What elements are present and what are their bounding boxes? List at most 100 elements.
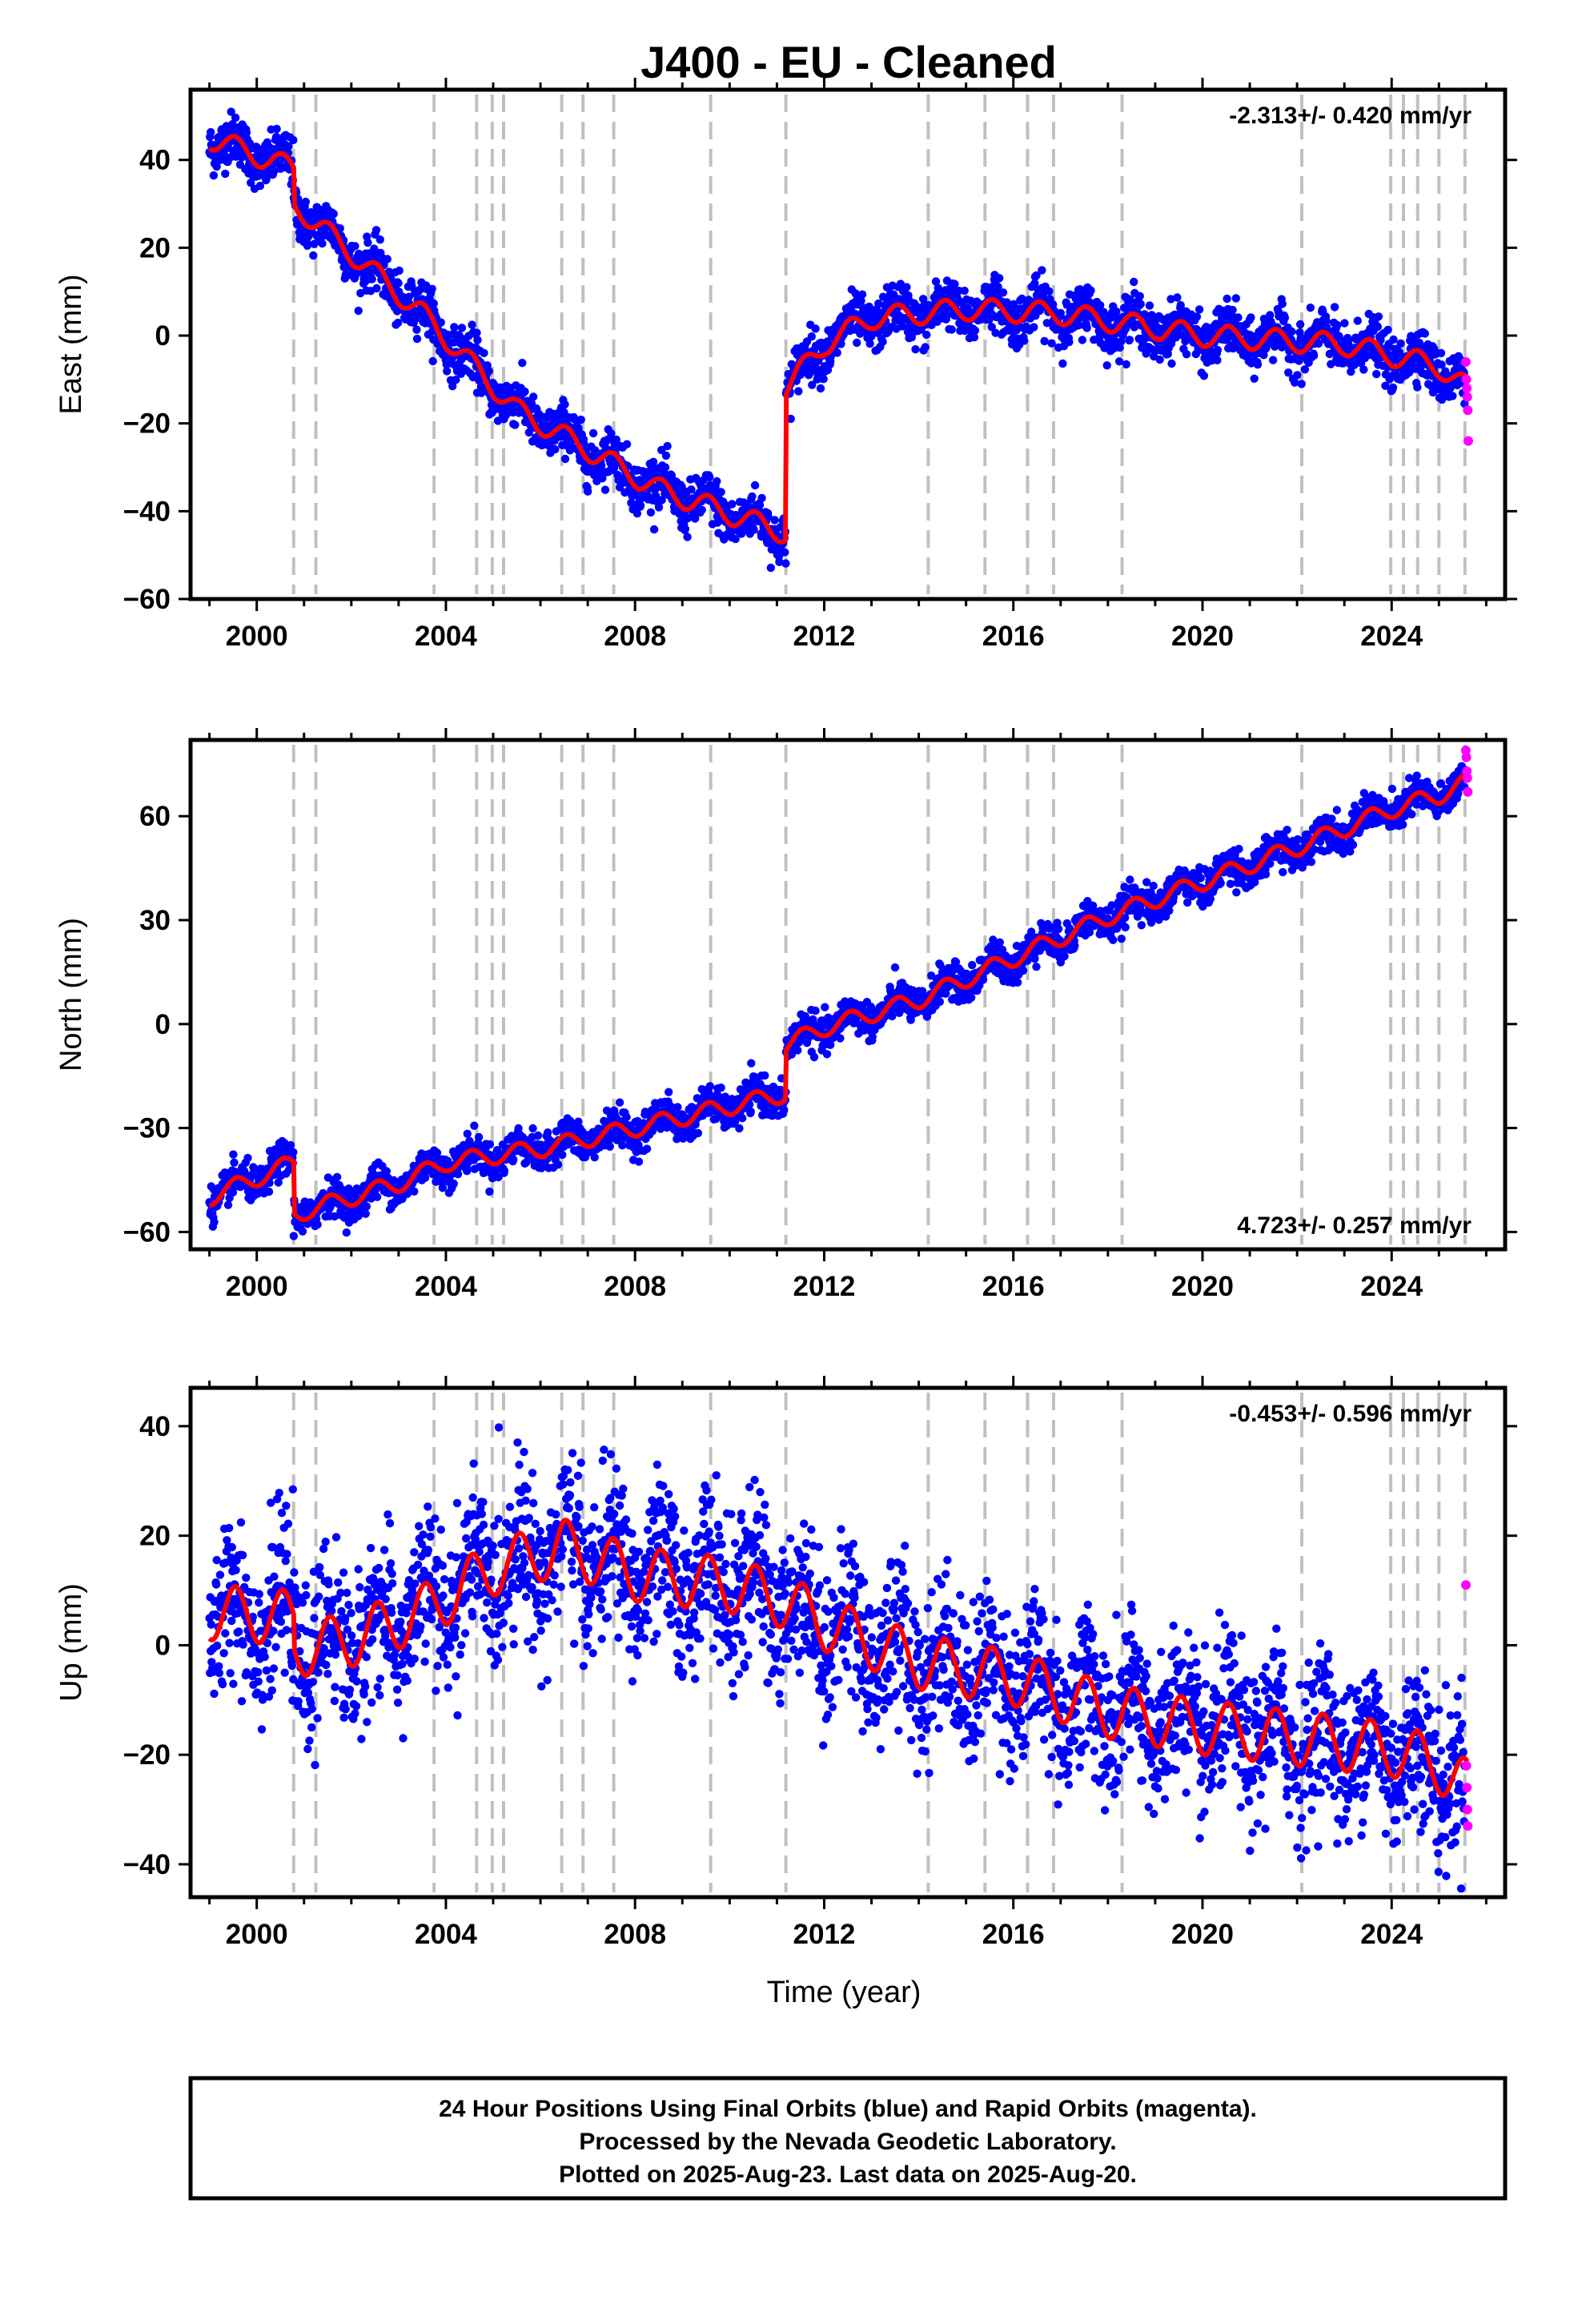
east-point — [1030, 279, 1039, 288]
east-point — [284, 142, 293, 151]
east-point — [255, 181, 265, 191]
east-point — [749, 525, 758, 534]
east-point — [1234, 313, 1243, 322]
east-point — [649, 525, 659, 534]
east-point — [272, 124, 281, 134]
east-point — [351, 242, 359, 251]
east-point — [1135, 292, 1144, 300]
east-point — [529, 392, 538, 401]
east-point — [816, 384, 825, 393]
east-point — [1280, 313, 1290, 322]
east-point — [661, 463, 670, 472]
north-point — [463, 1167, 472, 1176]
east-point — [551, 444, 560, 454]
east-point — [231, 113, 240, 123]
east-point — [395, 266, 404, 275]
east-point — [1038, 266, 1046, 275]
east-point — [717, 488, 725, 497]
east-point — [808, 380, 817, 389]
north-point — [230, 1158, 239, 1168]
east-point — [1130, 277, 1138, 287]
east-point — [501, 411, 511, 420]
east-point — [683, 533, 692, 541]
north-point — [747, 1059, 756, 1068]
east-point — [697, 505, 706, 514]
east-point — [1250, 374, 1259, 383]
east-point — [1333, 320, 1342, 330]
east-point — [931, 277, 941, 286]
north-point — [485, 1140, 495, 1149]
east-point — [950, 279, 959, 288]
east-point — [878, 337, 887, 346]
north-point — [474, 1132, 484, 1142]
east-rapid-point — [1463, 436, 1473, 446]
east-point — [242, 128, 251, 137]
east-rate-label: -2.313+/- 0.420 mm/yr — [1229, 103, 1472, 129]
north-point — [553, 1160, 563, 1169]
north-point — [298, 1227, 307, 1236]
north-point — [809, 1052, 819, 1062]
north-point — [449, 1179, 458, 1188]
north-point — [605, 1142, 614, 1152]
east-point — [874, 299, 883, 308]
north-point — [361, 1209, 370, 1218]
east-panel: 2000 2004 2008 2012 2016 2020 2024−60−40−20020… — [54, 78, 1517, 652]
east-point — [1396, 339, 1405, 348]
east-point — [632, 509, 642, 518]
north-point — [618, 1141, 627, 1150]
east-point — [794, 387, 803, 396]
east-point — [857, 296, 865, 305]
east-point — [857, 290, 867, 299]
north-point — [673, 1103, 682, 1112]
north-point — [968, 960, 977, 970]
east-point — [947, 325, 956, 334]
east-point — [289, 135, 298, 145]
east-point — [691, 514, 700, 523]
east-point — [1247, 313, 1255, 322]
north-point — [821, 1003, 829, 1011]
north-point — [223, 1200, 233, 1209]
east-point — [227, 107, 235, 116]
east-point — [511, 420, 520, 429]
east-point — [1253, 360, 1263, 369]
east-point — [657, 496, 666, 505]
east-point — [607, 429, 616, 438]
east-point — [661, 451, 671, 460]
north-point — [243, 1153, 252, 1163]
north-point — [558, 1150, 567, 1160]
east-point — [468, 320, 476, 329]
east-x-tick-label: 2024 — [1360, 621, 1423, 652]
east-point — [1058, 359, 1067, 368]
east-point — [1078, 336, 1087, 344]
north-point — [342, 1228, 351, 1237]
east-point — [1383, 325, 1392, 335]
east-rapid-point — [1463, 405, 1473, 416]
east-point — [1295, 320, 1305, 329]
east-x-tick-label: 2020 — [1171, 621, 1234, 652]
east-point — [648, 457, 658, 466]
east-point — [781, 548, 789, 557]
east-point — [636, 501, 645, 510]
north-point — [332, 1172, 342, 1182]
north-point — [485, 1187, 494, 1196]
east-point — [1145, 301, 1154, 310]
north-point — [642, 1144, 652, 1153]
north-point — [888, 1011, 897, 1021]
east-point — [247, 179, 255, 187]
east-point — [1010, 300, 1018, 309]
east-point — [1040, 336, 1049, 346]
east-point — [560, 400, 569, 409]
east-point — [412, 334, 422, 344]
east-point — [775, 557, 784, 566]
east-point — [524, 428, 533, 437]
figure-title: J400 - EU - Cleaned — [640, 37, 1057, 87]
east-point — [1228, 305, 1237, 315]
east-point — [480, 348, 488, 357]
east-point — [1287, 327, 1296, 336]
east-point — [687, 485, 696, 494]
east-point — [1389, 335, 1398, 344]
north-point — [372, 1192, 382, 1201]
east-point — [1306, 304, 1315, 312]
east-point — [301, 197, 310, 207]
east-point — [750, 480, 760, 490]
